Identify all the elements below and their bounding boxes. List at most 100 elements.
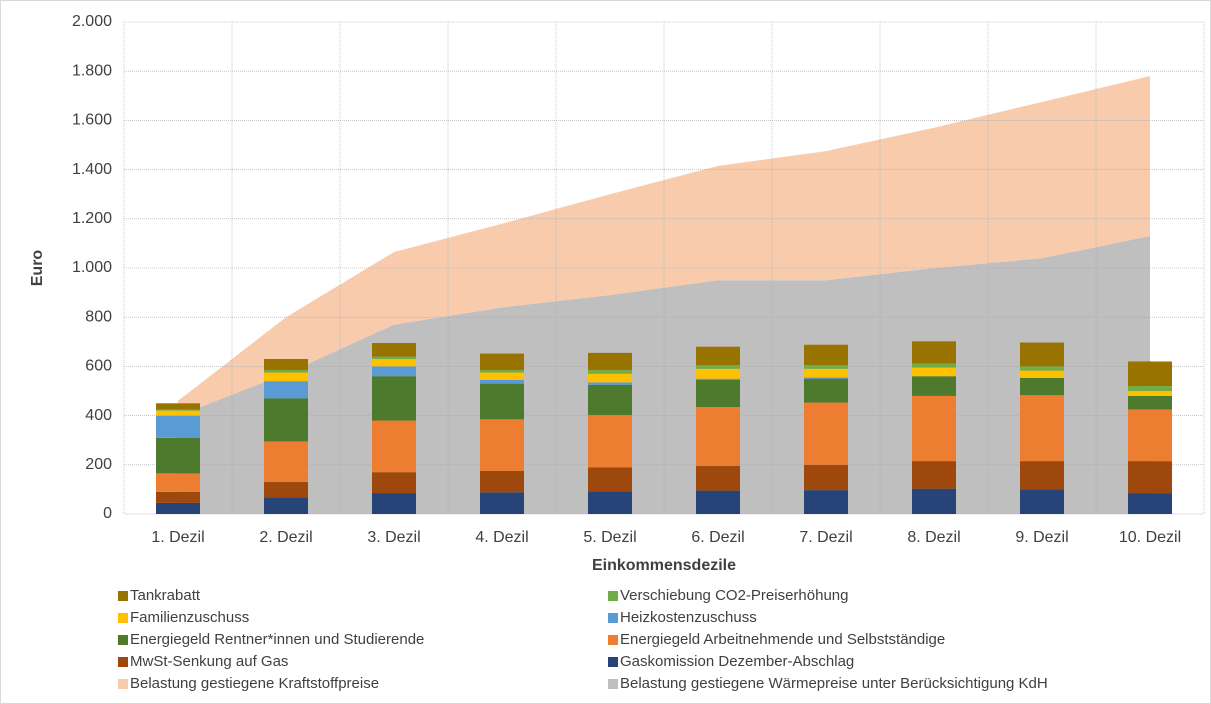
bar-segment <box>480 379 524 384</box>
bar-segment <box>1128 493 1172 514</box>
bar-segment <box>696 466 740 491</box>
legend-swatch <box>118 613 128 623</box>
bar-segment <box>372 359 416 367</box>
x-tick-label: 4. Dezil <box>475 529 528 546</box>
bar-segment <box>480 370 524 373</box>
x-tick-label: 5. Dezil <box>583 529 636 546</box>
bar-segment <box>804 368 848 378</box>
legend-label: Tankrabatt <box>130 587 201 604</box>
x-tick-label: 6. Dezil <box>691 529 744 546</box>
x-tick-label: 1. Dezil <box>151 529 204 546</box>
legend-label: Energiegeld Rentner*innen und Studierend… <box>130 631 424 648</box>
bar-segment <box>912 341 956 364</box>
bar-segment <box>1020 377 1064 396</box>
x-tick-label: 8. Dezil <box>907 529 960 546</box>
bar-segment <box>156 491 200 503</box>
y-tick-label: 1.600 <box>72 112 112 129</box>
legend-label: Verschiebung CO2-Preiserhöhung <box>620 587 848 604</box>
bar-segment <box>1128 391 1172 396</box>
bar-segment <box>1128 461 1172 494</box>
bar-segment <box>588 384 632 416</box>
legend-swatch <box>118 635 128 645</box>
bar-segment <box>696 368 740 379</box>
bar-segment <box>480 383 524 420</box>
bar-segment <box>1128 361 1172 387</box>
y-tick-label: 0 <box>103 505 112 522</box>
bar-segment <box>588 467 632 492</box>
area <box>178 236 1150 514</box>
bar-segment <box>588 370 632 374</box>
y-axis-title: Euro <box>29 250 46 287</box>
bar-segment <box>1020 395 1064 462</box>
bar-segment <box>912 461 956 489</box>
x-tick-label: 10. Dezil <box>1119 529 1181 546</box>
legend-swatch <box>608 591 618 601</box>
legend-swatch <box>608 657 618 667</box>
bar-segment <box>1128 409 1172 462</box>
bar-segment <box>264 398 308 442</box>
legend-swatch <box>118 591 128 601</box>
bar-segment <box>804 378 848 403</box>
y-tick-label: 800 <box>85 308 112 325</box>
legend-label: Energiegeld Arbeitnehmende und Selbststä… <box>620 631 945 648</box>
bar-segment <box>804 377 848 379</box>
bar-segment <box>696 379 740 407</box>
y-tick-label: 1.200 <box>72 210 112 227</box>
bar-segment <box>912 367 956 377</box>
bar-segment <box>1020 461 1064 490</box>
bar-segment <box>696 346 740 366</box>
bar-segment <box>480 353 524 371</box>
bar-segment <box>804 402 848 465</box>
bar-segment <box>372 420 416 473</box>
bar-segment <box>480 419 524 471</box>
legend-label: Belastung gestiegene Kraftstoffpreise <box>130 675 379 692</box>
bar-segment <box>156 403 200 410</box>
bar-segment <box>1020 342 1064 367</box>
legend-label: Gaskomission Dezember-Abschlag <box>620 653 854 670</box>
y-tick-label: 1.400 <box>72 161 112 178</box>
bar-segment <box>1020 366 1064 371</box>
bar-segment <box>264 372 308 382</box>
legend-label: MwSt-Senkung auf Gas <box>130 653 288 670</box>
x-tick-label: 7. Dezil <box>799 529 852 546</box>
bar-segment <box>588 491 632 514</box>
bar-segment <box>264 482 308 498</box>
bar-segment <box>156 410 200 416</box>
bar-segment <box>912 395 956 462</box>
area <box>178 76 1150 416</box>
bar-segment <box>1020 370 1064 378</box>
bar-segment <box>1020 489 1064 514</box>
bar-segment <box>156 502 200 514</box>
legend-swatch <box>118 679 128 689</box>
bar-segment <box>588 415 632 468</box>
bar-segment <box>804 464 848 491</box>
bar-segment <box>696 378 740 380</box>
bar-segment <box>480 492 524 514</box>
bar-segment <box>264 359 308 371</box>
bar-segment <box>1128 395 1172 410</box>
bar-segment <box>480 470 524 493</box>
legend-label: Heizkostenzuschuss <box>620 609 757 626</box>
legend-label: Familienzuschuss <box>130 609 249 626</box>
bar-segment <box>912 363 956 368</box>
y-tick-label: 200 <box>85 456 112 473</box>
y-tick-label: 2.000 <box>72 13 112 30</box>
bar-segment <box>696 406 740 467</box>
bar-segment <box>264 441 308 483</box>
bar-segment <box>372 376 416 421</box>
y-tick-label: 1.800 <box>72 62 112 79</box>
x-tick-label: 9. Dezil <box>1015 529 1068 546</box>
bar-segment <box>912 488 956 514</box>
bar-segment <box>1128 386 1172 391</box>
bar-segment <box>372 343 416 357</box>
legend-swatch <box>608 613 618 623</box>
bar-segment <box>372 356 416 360</box>
legend-swatch <box>608 635 618 645</box>
bar-segment <box>480 372 524 380</box>
bar-segment <box>372 493 416 514</box>
x-tick-label: 2. Dezil <box>259 529 312 546</box>
bar-segment <box>912 376 956 396</box>
legend-label: Belastung gestiegene Wärmepreise unter B… <box>620 675 1048 692</box>
bar-segment <box>804 344 848 366</box>
